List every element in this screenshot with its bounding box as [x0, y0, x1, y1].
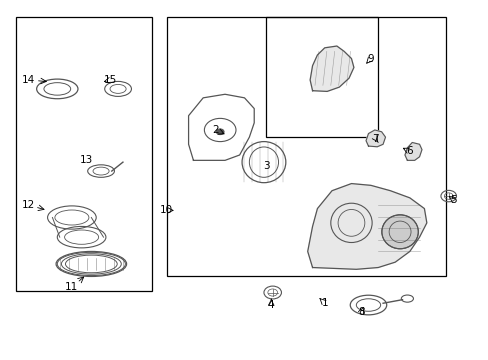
Text: 5: 5	[449, 195, 456, 204]
Text: 9: 9	[367, 54, 373, 64]
Polygon shape	[307, 184, 426, 269]
Text: 15: 15	[104, 75, 117, 85]
Text: 6: 6	[406, 147, 412, 157]
Text: 14: 14	[21, 75, 35, 85]
Text: 7: 7	[372, 134, 378, 144]
Text: 1: 1	[321, 298, 327, 308]
Polygon shape	[366, 130, 385, 147]
Text: 4: 4	[267, 300, 274, 310]
Text: 13: 13	[80, 156, 93, 165]
Text: 12: 12	[21, 200, 35, 210]
Ellipse shape	[381, 215, 417, 249]
Text: 11: 11	[65, 282, 79, 292]
Polygon shape	[404, 143, 421, 160]
Text: 2: 2	[212, 125, 218, 135]
Circle shape	[216, 129, 224, 135]
Text: 10: 10	[160, 205, 173, 215]
Text: 8: 8	[357, 307, 364, 317]
Polygon shape	[309, 46, 353, 91]
Text: 3: 3	[263, 161, 269, 171]
